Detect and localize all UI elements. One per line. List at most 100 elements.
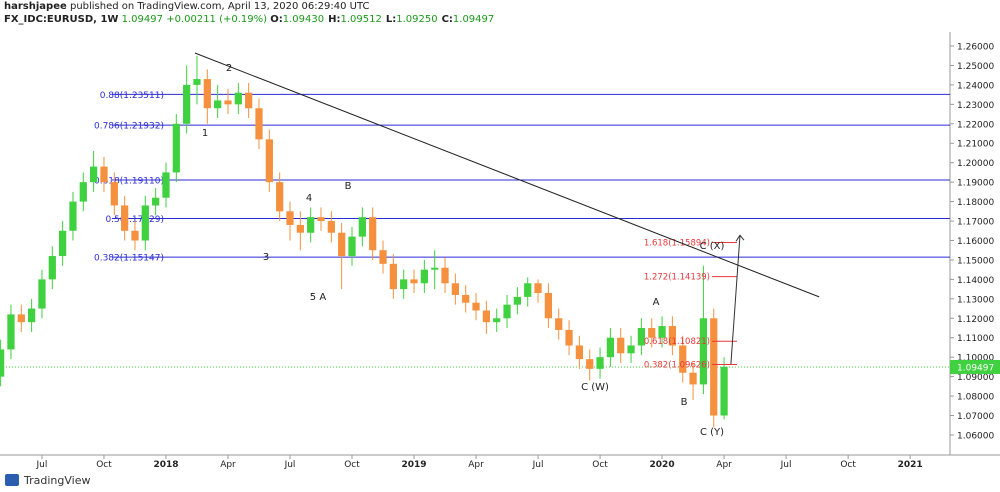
candle-body	[131, 230, 139, 241]
ohlc-value: 1.09512	[340, 14, 382, 25]
candle-body	[358, 217, 366, 237]
published: published on TradingView.com, April 13, …	[69, 1, 370, 12]
x-tick-label: 2020	[650, 460, 675, 470]
price-tag	[950, 359, 1000, 374]
arrow	[730, 234, 745, 365]
y-tick-label: 1.14000	[957, 276, 994, 286]
candle-body	[348, 236, 356, 257]
x-tick-label: Oct	[344, 460, 360, 470]
x-tick-label: Oct	[592, 460, 608, 470]
candle-body	[152, 197, 160, 206]
wave-label: 1	[202, 128, 208, 139]
candle-body	[327, 221, 335, 233]
y-tick-label: 1.22000	[957, 120, 994, 130]
candle-body	[544, 292, 552, 319]
candle-body	[400, 279, 408, 290]
candle-body	[245, 92, 253, 109]
x-tick-label: 2018	[153, 460, 178, 470]
candle-body	[307, 217, 315, 233]
fib-ext-label: 1.618(1.15894)	[644, 239, 710, 249]
candle-body	[100, 166, 108, 183]
x-tick-label: Jul	[36, 460, 48, 470]
trendline	[194, 52, 820, 298]
candle-body	[503, 304, 511, 319]
ohlc-value: 1.09497	[452, 14, 495, 25]
candle-body	[38, 279, 46, 309]
wave-label: A	[653, 297, 660, 308]
candle-body	[699, 318, 708, 385]
candle-body	[668, 326, 677, 346]
candle-body	[110, 182, 118, 206]
candle-body	[679, 345, 687, 373]
candle-body	[534, 283, 542, 293]
y-tick-label: 1.13000	[957, 295, 994, 305]
x-tick-label: Oct	[96, 460, 112, 470]
wave-label: 5 A	[310, 292, 327, 303]
candle-body	[565, 329, 573, 346]
fib-ext-label: 0.618(1.10821)	[644, 337, 710, 347]
y-tick-label: 1.20000	[957, 159, 994, 169]
candle-body	[317, 217, 325, 222]
candle-body	[513, 296, 521, 305]
fib-label: 0.5(1.17129)	[105, 215, 164, 225]
y-tick-label: 1.21000	[957, 140, 994, 150]
y-tick-label: 1.17000	[957, 218, 994, 228]
candle-body	[575, 345, 584, 360]
candle-body	[79, 182, 87, 202]
candle-body	[420, 269, 428, 284]
price-tag-label: 1.09497	[957, 363, 994, 373]
candle-body	[627, 345, 635, 354]
header: harshjapee published on TradingView.com,…	[4, 0, 498, 26]
candle-body	[90, 166, 98, 183]
wave-label: 2	[226, 63, 232, 74]
candle-body	[482, 310, 490, 323]
wave-label: 4	[306, 193, 312, 204]
y-tick-label: 1.24000	[957, 81, 994, 91]
candle-body	[462, 294, 470, 303]
y-tick-label: 1.16000	[957, 237, 994, 247]
ohlc: O:1.09430 H:1.09512 L:1.09250 C:1.09497	[270, 14, 498, 25]
candle-body	[369, 217, 377, 251]
candle-body	[658, 326, 666, 338]
ohlc-key: C:	[441, 14, 453, 25]
x-tick-label: Jul	[532, 460, 544, 470]
candle-body	[389, 263, 397, 290]
ohlc-value: 1.09430	[282, 14, 325, 25]
fib-ext-label: 1.272(1.14139)	[644, 273, 710, 283]
y-tick-label: 1.26000	[957, 43, 994, 53]
y-tick-label: 1.12000	[957, 315, 994, 325]
fib-ext-label: 0.382(1.09626)	[644, 360, 710, 370]
x-tick-label: 2021	[898, 460, 923, 470]
candle-body	[720, 366, 728, 416]
candle-body	[0, 349, 5, 377]
logo	[5, 474, 19, 486]
candle-body	[172, 123, 180, 173]
candle-body	[472, 302, 480, 311]
candle-body	[28, 308, 36, 323]
candle-body	[648, 328, 656, 338]
candle-body	[524, 283, 532, 297]
candle-body	[431, 267, 439, 270]
price: 1.09497	[121, 14, 163, 25]
candle-body	[296, 224, 304, 233]
candle-body	[265, 139, 273, 183]
y-tick-label: 1.11000	[957, 334, 994, 344]
fib-label: 0.382(1.15147)	[94, 254, 164, 264]
x-tick-label: Oct	[840, 460, 856, 470]
ohlc-key: L:	[385, 14, 397, 25]
wave-label: B	[681, 397, 688, 408]
candle-body	[141, 205, 149, 241]
candle-body	[441, 267, 449, 284]
candle-body	[451, 283, 459, 295]
candle-body	[606, 337, 615, 358]
candle-body	[121, 205, 129, 231]
y-tick-label: 1.09000	[957, 373, 994, 383]
fib-label: 0.786(1.21932)	[94, 122, 164, 132]
candle-body	[203, 79, 211, 109]
y-tick-label: 1.23000	[957, 101, 994, 111]
fib-label: 0.88(1.23511)	[100, 91, 164, 101]
candle-body	[596, 357, 604, 369]
